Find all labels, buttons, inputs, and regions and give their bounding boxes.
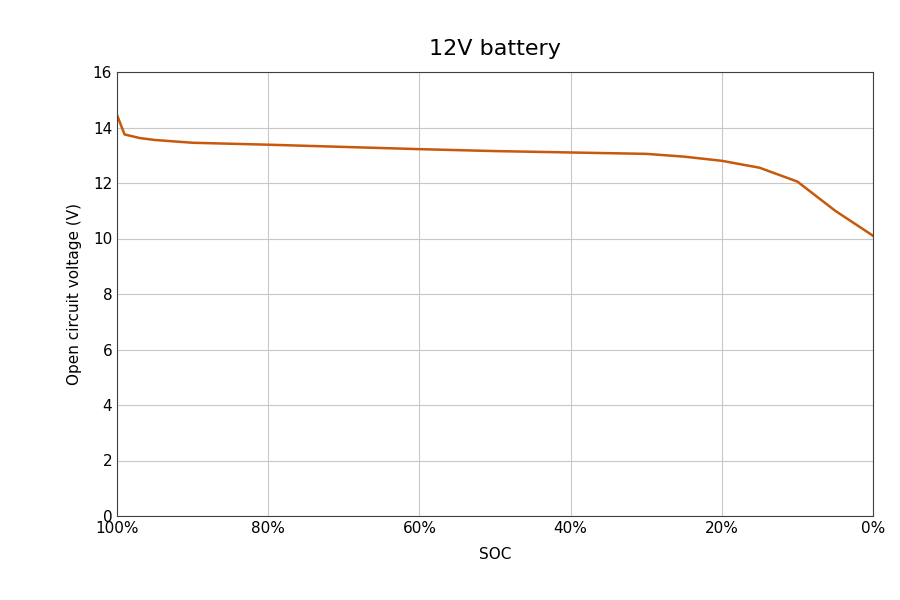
Title: 12V battery: 12V battery bbox=[429, 40, 561, 59]
X-axis label: SOC: SOC bbox=[479, 547, 511, 562]
Y-axis label: Open circuit voltage (V): Open circuit voltage (V) bbox=[67, 203, 82, 385]
